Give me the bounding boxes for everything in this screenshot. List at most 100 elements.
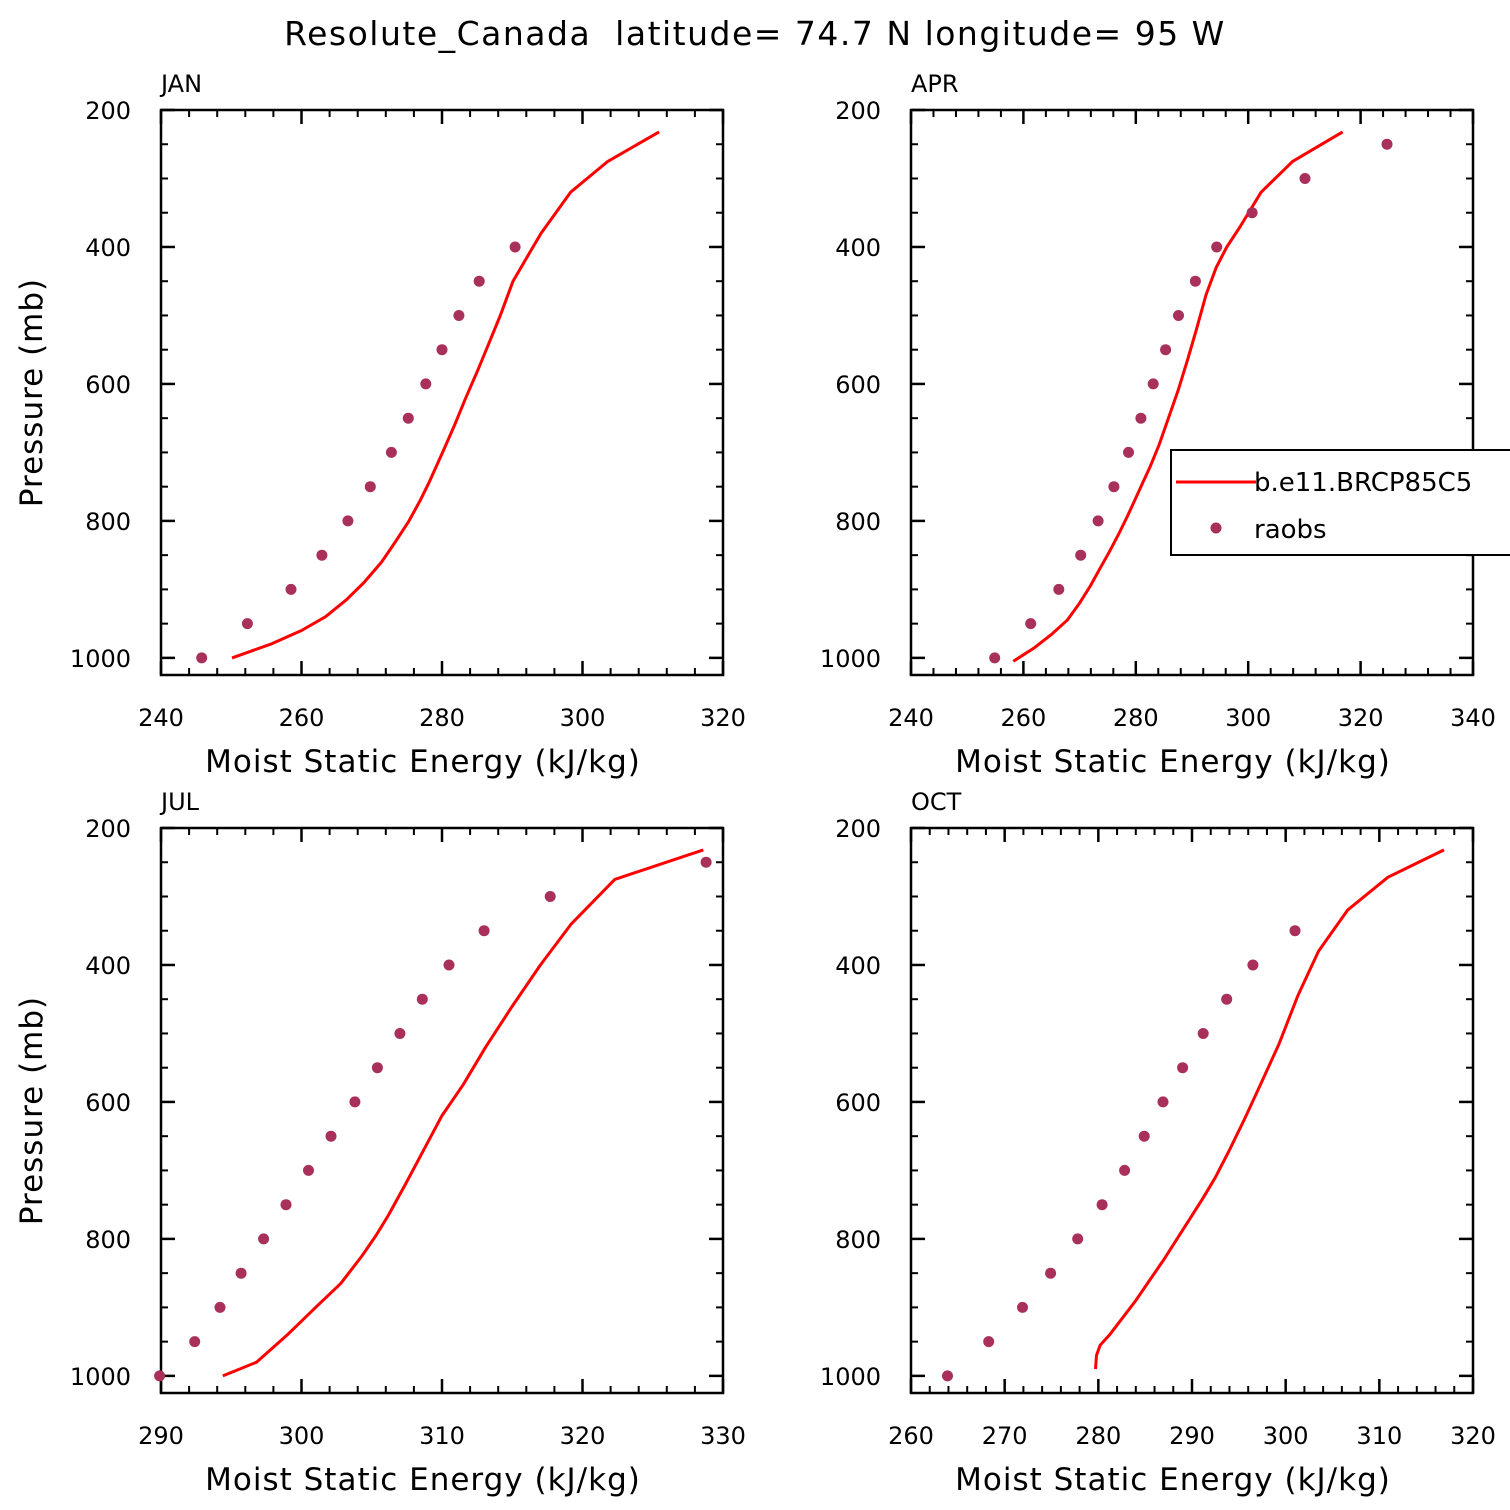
raobs-point: [700, 856, 712, 868]
y-tick-label: 600: [835, 1089, 881, 1117]
raobs-point: [342, 515, 354, 527]
raobs-point: [1247, 959, 1259, 971]
raobs-point: [371, 1062, 383, 1074]
x-tick-label: 270: [982, 1422, 1028, 1450]
plot-area: [222, 848, 704, 1378]
plot-frame: [159, 108, 725, 677]
raobs-point: [285, 583, 297, 595]
y-tick-label: 800: [85, 1226, 131, 1254]
plot-frame: [909, 826, 1475, 1395]
raobs-point: [402, 412, 414, 424]
figure-title: Resolute_Canada latitude= 74.7 N longitu…: [284, 14, 1226, 53]
panel-jul: 290 300 310 320 330 200 400 600 800 1000 JUL Moist …: [14, 788, 746, 1498]
panel-title: JUL: [159, 788, 200, 816]
raobs-point: [1189, 275, 1201, 287]
x-tick-label: 340: [1450, 704, 1496, 732]
x-tick-label: 260: [279, 704, 325, 732]
x-tick-label: 320: [1450, 1422, 1496, 1450]
raobs-point: [1138, 1130, 1150, 1142]
model-line: [1012, 130, 1344, 663]
x-axis-label: Moist Static Energy (kJ/kg): [205, 1462, 641, 1498]
y-tick-label: 1000: [70, 1363, 131, 1391]
x-axis-label: Moist Static Energy (kJ/kg): [955, 1462, 1391, 1498]
x-tick-label: 330: [700, 1422, 746, 1450]
raobs-point: [1053, 583, 1065, 595]
y-axis-label: Pressure (mb): [14, 278, 50, 507]
raobs-point: [364, 481, 376, 493]
legend-box: [1170, 449, 1510, 556]
raobs-point: [453, 310, 465, 321]
raobs-point: [942, 1370, 953, 1382]
x-tick-label: 300: [1225, 704, 1271, 732]
raobs-point: [241, 618, 253, 630]
raobs-point: [1123, 446, 1134, 458]
x-tick-label: 320: [560, 1422, 606, 1450]
raobs-point: [154, 1370, 166, 1382]
panel-jan: 240 260 280 300 320 200 400 600 800 1000 JAN Moist …: [14, 70, 746, 780]
raobs-point: [1381, 138, 1393, 150]
raobs-point: [436, 344, 448, 356]
raobs-point: [1160, 344, 1172, 356]
x-tick-label: 240: [888, 704, 934, 732]
y-tick-label: 800: [835, 508, 881, 536]
x-tick-label: 300: [1263, 1422, 1309, 1450]
raobs-point: [1072, 1233, 1084, 1245]
x-tick-label: 260: [1000, 704, 1046, 732]
panel-title: OCT: [911, 788, 962, 816]
raobs-point: [325, 1130, 337, 1142]
x-tick-label: 280: [1075, 1422, 1121, 1450]
y-tick-label: 400: [835, 234, 881, 262]
raobs-point: [509, 241, 521, 253]
plot-frame: [909, 108, 1475, 677]
raobs-point: [214, 1301, 226, 1313]
raobs-point: [1147, 378, 1159, 390]
raobs-point: [443, 959, 455, 971]
x-tick-label: 300: [560, 704, 606, 732]
raobs-point: [385, 446, 397, 458]
raobs-point: [316, 549, 328, 561]
plot-frame: [159, 826, 725, 1395]
plot-area: [231, 130, 660, 660]
raobs-point: [1157, 1096, 1169, 1108]
legend-marker-swatch: [1210, 522, 1222, 534]
legend-label-raobs: raobs: [1254, 515, 1327, 545]
y-tick-label: 400: [85, 952, 131, 980]
raobs-point: [1211, 241, 1223, 253]
panel-title: JAN: [159, 70, 202, 98]
x-tick-label: 300: [279, 1422, 325, 1450]
x-tick-label: 320: [700, 704, 746, 732]
y-tick-label: 800: [85, 508, 131, 536]
raobs-point: [420, 378, 432, 390]
raobs-point: [1221, 993, 1233, 1005]
x-axis-label: Moist Static Energy (kJ/kg): [955, 744, 1391, 780]
raobs-point: [189, 1336, 201, 1348]
x-tick-label: 280: [419, 704, 465, 732]
raobs-point: [235, 1267, 247, 1279]
x-axis-label: Moist Static Energy (kJ/kg): [205, 744, 641, 780]
raobs-point: [1177, 1062, 1189, 1074]
y-tick-label: 200: [835, 815, 881, 843]
x-tick-label: 290: [1169, 1422, 1215, 1450]
x-tick-label: 310: [419, 1422, 465, 1450]
raobs-point: [1017, 1301, 1028, 1313]
raobs-point: [1096, 1199, 1108, 1211]
legend-label-model: b.e11.BRCP85C5: [1254, 468, 1472, 498]
y-tick-label: 200: [85, 815, 131, 843]
y-tick-label: 400: [835, 952, 881, 980]
y-tick-label: 1000: [820, 1363, 881, 1391]
y-tick-label: 600: [85, 1089, 131, 1117]
raobs-point: [1299, 173, 1311, 184]
plot-area: [1094, 848, 1445, 1370]
raobs-point: [473, 275, 485, 287]
raobs-point: [1108, 481, 1120, 493]
legend: b.e11.BRCP85C5 raobs: [1170, 449, 1510, 556]
raobs-point: [280, 1199, 292, 1211]
raobs-point: [1246, 207, 1258, 219]
raobs-point: [1045, 1267, 1057, 1279]
y-tick-label: 1000: [70, 645, 131, 673]
raobs-point: [989, 652, 1001, 664]
x-tick-label: 290: [138, 1422, 184, 1450]
raobs-point: [1173, 310, 1184, 321]
y-tick-label: 1000: [820, 645, 881, 673]
